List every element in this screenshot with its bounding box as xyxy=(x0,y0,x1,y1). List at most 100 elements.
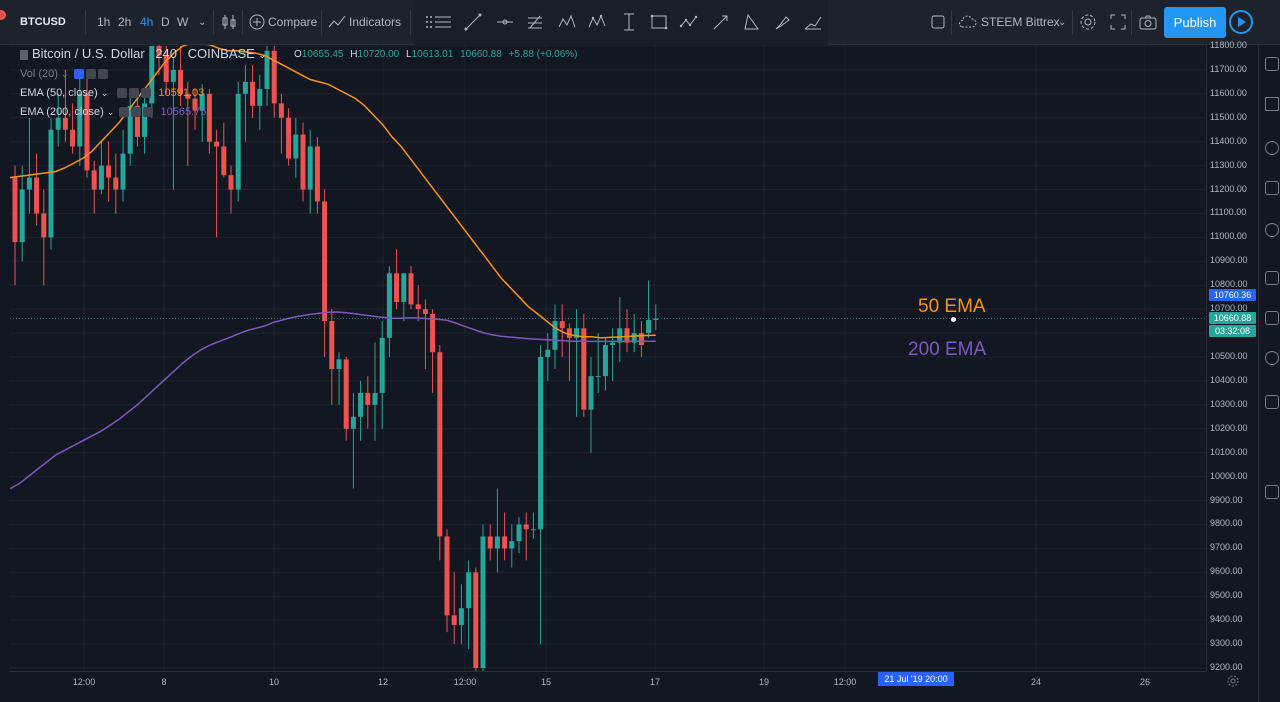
ray-tool-icon[interactable] xyxy=(802,11,824,33)
chat-icon[interactable] xyxy=(1265,271,1279,285)
hotlist-icon[interactable] xyxy=(1265,485,1279,499)
streams-icon[interactable] xyxy=(1265,351,1279,365)
candle-up xyxy=(48,129,54,238)
cloud-save-icon[interactable] xyxy=(956,11,978,33)
candle-up xyxy=(466,572,472,609)
interval-w-button[interactable]: W xyxy=(177,15,189,29)
candle-up xyxy=(26,177,32,190)
horizontal-lines-tool-icon[interactable] xyxy=(432,11,454,33)
publish-button[interactable]: Publish xyxy=(1164,7,1226,38)
candle-up xyxy=(574,328,580,338)
candle-up xyxy=(545,349,551,357)
chart-pane[interactable] xyxy=(10,45,1206,671)
ema50-legend[interactable]: EMA (50, close) ⌄ 10591.03 xyxy=(20,87,204,99)
notifications-icon[interactable] xyxy=(1265,395,1279,409)
price-tick-label: 9400.00 xyxy=(1210,614,1243,625)
drag-handle-icon[interactable] xyxy=(418,11,440,33)
interval-4h-button[interactable]: 4h xyxy=(140,15,154,29)
volume-label: Vol (20) xyxy=(20,68,58,80)
drawing-tools-bar xyxy=(414,0,828,45)
low-key: L xyxy=(406,49,412,60)
rectangle-tool-icon[interactable] xyxy=(648,11,670,33)
candle-up xyxy=(458,608,464,625)
volume-visibility-icon[interactable] xyxy=(73,69,84,80)
candle-down xyxy=(113,177,119,190)
volume-remove-icon[interactable] xyxy=(97,69,108,80)
watchlist-name-button[interactable]: STEEM Bittrex xyxy=(981,15,1060,29)
volume-chevron-icon[interactable]: ⌄ xyxy=(60,69,69,79)
ema50-remove-icon[interactable] xyxy=(141,88,152,99)
indicators-button[interactable]: Indicators xyxy=(349,15,402,29)
ema200-chevron-icon[interactable]: ⌄ xyxy=(106,107,115,117)
candle-down xyxy=(300,134,306,190)
interval-d-button[interactable]: D xyxy=(161,15,170,29)
ema200-legend[interactable]: EMA (200, close) ⌄ 10565.75 xyxy=(20,106,206,118)
watchlist-chevron-icon[interactable]: ⌄ xyxy=(1058,17,1067,28)
price-chart[interactable] xyxy=(10,45,1206,671)
ema200-annotation[interactable]: 200 EMA xyxy=(908,339,987,360)
pattern-tool-icon[interactable] xyxy=(556,11,578,33)
elliott-wave-tool-icon[interactable] xyxy=(586,11,608,33)
interval-2h-button[interactable]: 2h xyxy=(118,15,132,29)
interval-1h-button[interactable]: 1h xyxy=(97,15,111,29)
trend-line-tool-icon[interactable] xyxy=(462,11,484,33)
chart-type-candles-icon[interactable] xyxy=(218,11,240,33)
candle-down xyxy=(437,352,443,537)
volume-legend[interactable]: Vol (20) ⌄ xyxy=(20,68,108,80)
price-tick-label: 9700.00 xyxy=(1210,542,1243,553)
arrow-tool-icon[interactable] xyxy=(710,11,732,33)
ideas-icon[interactable] xyxy=(1265,223,1279,237)
candle-up xyxy=(401,273,407,302)
candle-up xyxy=(646,319,652,334)
alerts-list-icon[interactable] xyxy=(1265,97,1279,111)
layout-checkbox-icon[interactable] xyxy=(927,11,949,33)
symbol-search-button[interactable]: BTCUSD xyxy=(20,16,66,28)
candle-up xyxy=(372,392,378,405)
watchlist-icon[interactable] xyxy=(1265,57,1279,71)
measure-tool-icon[interactable] xyxy=(618,11,640,33)
compare-plus-icon[interactable] xyxy=(246,11,268,33)
price-tick-label: 10900.00 xyxy=(1210,255,1248,266)
pitchfork-tool-icon[interactable] xyxy=(524,11,546,33)
price-tick-label: 9800.00 xyxy=(1210,518,1243,529)
candle-down xyxy=(408,273,414,305)
camera-snapshot-icon[interactable] xyxy=(1137,11,1159,33)
ema50-annotation[interactable]: 50 EMA xyxy=(918,296,986,317)
price-tick-label: 10300.00 xyxy=(1210,398,1248,409)
legend-chevron-icon[interactable]: ⌄ xyxy=(258,50,267,60)
symbol-legend[interactable]: Bitcoin / U.S. Dollar 240 COINBASE ⌄ xyxy=(20,46,266,61)
interval-dropdown-chevron-icon[interactable]: ⌄ xyxy=(198,17,207,28)
ema200-settings-icon[interactable] xyxy=(131,107,142,118)
indicators-icon[interactable] xyxy=(326,11,348,33)
replay-play-icon[interactable] xyxy=(1229,10,1253,34)
candle-down xyxy=(394,273,400,302)
clock-icon[interactable] xyxy=(1265,141,1279,155)
triangle-tool-icon[interactable] xyxy=(740,11,762,33)
open-key: O xyxy=(294,49,302,60)
settings-gear-icon[interactable] xyxy=(1077,11,1099,33)
time-axis[interactable]: 12:00 8 10 12 12:00 15 17 19 12:00 24 26 xyxy=(10,671,1206,691)
ema50-chevron-icon[interactable]: ⌄ xyxy=(100,88,109,98)
horizontal-ray-tool-icon[interactable] xyxy=(494,11,516,33)
calendar-icon[interactable] xyxy=(1265,181,1279,195)
volume-settings-icon[interactable] xyxy=(85,69,96,80)
crosshair-time-label: 21 Jul '19 20:00 xyxy=(878,672,954,686)
time-tick-label: 24 xyxy=(1030,677,1042,687)
candle-down xyxy=(502,536,508,549)
ema200-visibility-icon[interactable] xyxy=(119,107,130,118)
notification-dot-icon xyxy=(0,10,6,20)
ema200-remove-icon[interactable] xyxy=(143,107,154,118)
compare-button[interactable]: Compare xyxy=(268,15,318,29)
price-axis[interactable]: 11800.00 11700.00 11600.00 11500.00 11400.00… xyxy=(1206,40,1258,672)
chart-settings-gear-icon[interactable] xyxy=(1226,674,1240,688)
path-tool-icon[interactable] xyxy=(678,11,700,33)
candle-up xyxy=(631,333,637,343)
candle-up xyxy=(264,50,270,90)
fullscreen-icon[interactable] xyxy=(1107,11,1129,33)
ema50-visibility-icon[interactable] xyxy=(117,88,128,99)
collapse-legend-icon[interactable] xyxy=(20,49,28,60)
messages-icon[interactable] xyxy=(1265,311,1279,325)
price-tick-label: 11500.00 xyxy=(1210,111,1247,122)
brush-tool-icon[interactable] xyxy=(772,11,794,33)
ema50-settings-icon[interactable] xyxy=(129,88,140,99)
